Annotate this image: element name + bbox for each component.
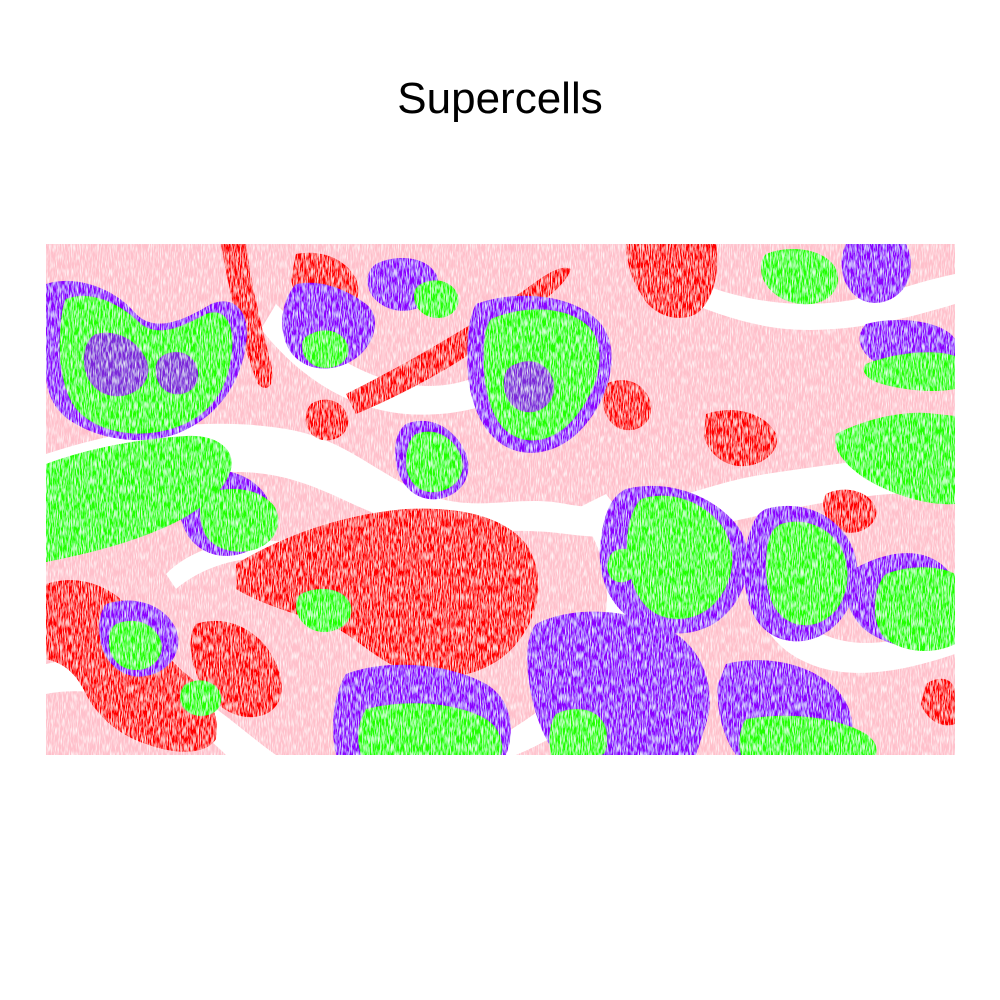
purple-speckle: [83, 332, 555, 413]
red-supercells: [46, 244, 955, 752]
green-supercells: [46, 249, 955, 755]
supercell-segmentation-map: [46, 244, 955, 755]
figure-title: Supercells: [397, 74, 603, 123]
